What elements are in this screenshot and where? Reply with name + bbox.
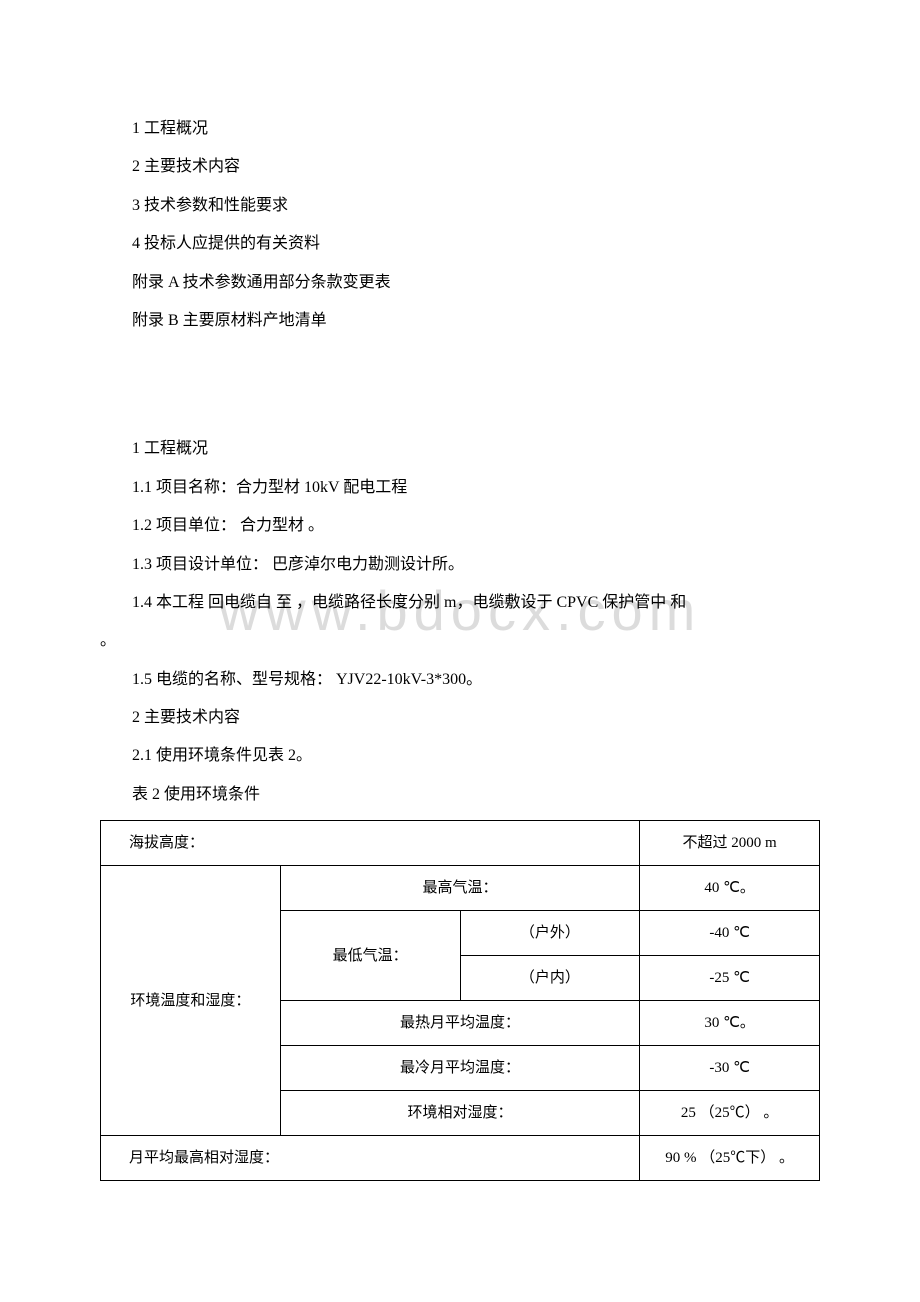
table-caption: 表 2 使用环境条件 [100,776,820,814]
cell-max-temp-value: 40 ℃。 [640,866,820,911]
cell-coldest-month-value: -30 ℃ [640,1046,820,1091]
para-1-4-line1: 1.4 本工程 回电缆自 至 ，电缆路径长度分别 m，电缆敷设于 CPVC 保护… [100,584,820,622]
document-content: 1 工程概况 2 主要技术内容 3 技术参数和性能要求 4 投标人应提供的有关资… [0,0,920,1241]
cell-temp-humidity-label: 环境温度和湿度： [101,866,281,1136]
toc-item-3: 3 技术参数和性能要求 [100,187,820,225]
cell-indoor-value: -25 ℃ [640,956,820,1001]
table-2: 海拔高度： 不超过 2000 m 环境温度和湿度： 最高气温： 40 ℃。 最低… [100,820,820,1181]
cell-relative-humidity-value: 25 （25℃） 。 [640,1091,820,1136]
heading-1: 1 工程概况 [100,430,820,468]
cell-monthly-avg-humidity-label: 月平均最高相对湿度： [101,1136,640,1181]
toc-item-5: 附录 A 技术参数通用部分条款变更表 [100,264,820,302]
para-1-4-line2: 。 [100,632,116,649]
para-2-1: 2.1 使用环境条件见表 2。 [100,737,820,775]
para-1-4: 1.4 本工程 回电缆自 至 ，电缆路径长度分别 m，电缆敷设于 CPVC 保护… [100,584,820,661]
environment-conditions-table: 海拔高度： 不超过 2000 m 环境温度和湿度： 最高气温： 40 ℃。 最低… [100,820,820,1181]
cell-relative-humidity-label: 环境相对湿度： [280,1091,640,1136]
cell-hottest-month-value: 30 ℃。 [640,1001,820,1046]
heading-2: 2 主要技术内容 [100,699,820,737]
table-row: 海拔高度： 不超过 2000 m [101,821,820,866]
cell-min-temp-label: 最低气温： [280,911,460,1001]
para-1-5: 1.5 电缆的名称、型号规格： YJV22-10kV-3*300。 [100,661,820,699]
cell-max-temp-label: 最高气温： [280,866,640,911]
cell-hottest-month-label: 最热月平均温度： [280,1001,640,1046]
cell-altitude-value: 不超过 2000 m [640,821,820,866]
cell-monthly-avg-humidity-value: 90 % （25℃下） 。 [640,1136,820,1181]
cell-indoor-label: （户内） [460,956,640,1001]
para-1-1: 1.1 项目名称：合力型材 10kV 配电工程 [100,469,820,507]
toc-item-2: 2 主要技术内容 [100,148,820,186]
toc-item-6: 附录 B 主要原材料产地清单 [100,302,820,340]
toc-item-4: 4 投标人应提供的有关资料 [100,225,820,263]
para-1-3: 1.3 项目设计单位： 巴彦淖尔电力勘测设计所。 [100,546,820,584]
table-row: 环境温度和湿度： 最高气温： 40 ℃。 [101,866,820,911]
cell-outdoor-value: -40 ℃ [640,911,820,956]
cell-altitude-label: 海拔高度： [101,821,640,866]
cell-outdoor-label: （户外） [460,911,640,956]
table-row: 月平均最高相对湿度： 90 % （25℃下） 。 [101,1136,820,1181]
section-spacer [100,340,820,430]
toc-item-1: 1 工程概况 [100,110,820,148]
para-1-2: 1.2 项目单位： 合力型材 。 [100,507,820,545]
cell-coldest-month-label: 最冷月平均温度： [280,1046,640,1091]
